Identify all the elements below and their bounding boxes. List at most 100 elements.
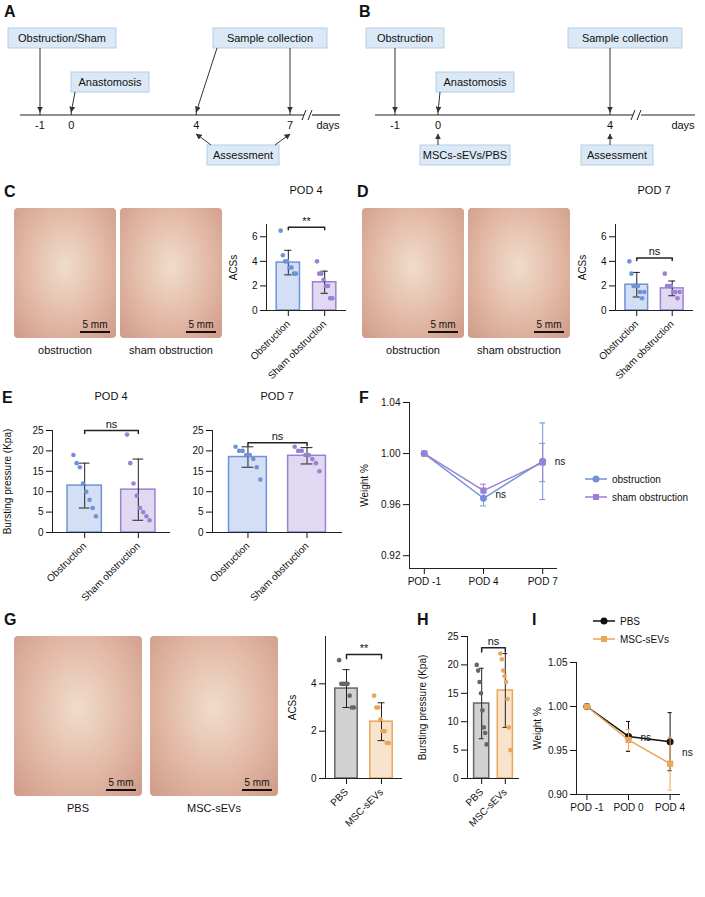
html-text:G: G [4, 611, 17, 628]
svg-text:2: 2 [601, 280, 607, 291]
svg-text:POD 7: POD 7 [528, 576, 558, 587]
svg-text:Assessment: Assessment [213, 149, 273, 161]
html-text:obstruction: obstruction [38, 344, 92, 356]
html-text:C: C [4, 183, 16, 200]
svg-text:Obstruction: Obstruction [44, 540, 88, 584]
svg-text:ns: ns [649, 245, 661, 257]
svg-text:15: 15 [32, 466, 44, 477]
svg-text:ns: ns [496, 489, 507, 500]
html-text:A: A [4, 3, 16, 20]
svg-text:POD 4: POD 4 [655, 802, 685, 813]
svg-text:-1: -1 [35, 119, 45, 131]
svg-text:0: 0 [198, 527, 204, 538]
html-text:obstruction: obstruction [386, 344, 440, 356]
html-text:B: B [359, 3, 371, 20]
svg-text:Anastomosis: Anastomosis [444, 76, 507, 88]
svg-text:20: 20 [447, 659, 459, 670]
svg-text:Weight %: Weight % [359, 464, 370, 507]
svg-text:25: 25 [447, 631, 459, 642]
svg-text:4: 4 [252, 256, 258, 267]
svg-text:Assessment: Assessment [587, 149, 647, 161]
svg-text:Sham obstruction: Sham obstruction [248, 540, 311, 603]
svg-text:0: 0 [252, 305, 258, 316]
svg-text:1.04: 1.04 [381, 397, 401, 408]
svg-text:4: 4 [193, 119, 199, 131]
svg-text:ns: ns [272, 430, 284, 442]
svg-text:7: 7 [287, 119, 293, 131]
svg-text:0.92: 0.92 [381, 550, 401, 561]
svg-text:10: 10 [447, 716, 459, 727]
svg-text:ACSs: ACSs [228, 255, 239, 281]
svg-text:1.00: 1.00 [548, 701, 568, 712]
svg-text:days: days [316, 119, 340, 131]
svg-text:0: 0 [38, 527, 44, 538]
svg-text:4: 4 [607, 119, 613, 131]
svg-text:Sham obstruction: Sham obstruction [613, 318, 676, 381]
svg-text:0: 0 [311, 773, 317, 784]
svg-text:PBS: PBS [463, 786, 486, 809]
svg-text:2: 2 [311, 725, 317, 736]
svg-text:days: days [671, 119, 695, 131]
svg-text:Obstruction: Obstruction [248, 318, 292, 363]
svg-text:20: 20 [32, 445, 44, 456]
svg-text:4: 4 [311, 678, 317, 689]
svg-text:ns: ns [641, 732, 652, 743]
svg-text:POD 4: POD 4 [468, 576, 498, 587]
svg-text:Obstruction/Sham: Obstruction/Sham [18, 32, 106, 44]
svg-text:0: 0 [435, 119, 441, 131]
svg-text:PBS: PBS [328, 786, 350, 808]
svg-text:ns: ns [555, 456, 566, 467]
svg-text:1.05: 1.05 [548, 657, 568, 668]
html-text:sham obstruction: sham obstruction [477, 344, 561, 356]
svg-text:Sham obstruction: Sham obstruction [79, 540, 142, 603]
svg-text:ns: ns [488, 635, 500, 647]
svg-text:MSC-sEVs: MSC-sEVs [343, 786, 385, 828]
svg-text:0.96: 0.96 [381, 499, 401, 510]
svg-text:6: 6 [601, 231, 607, 242]
svg-text:15: 15 [192, 466, 204, 477]
svg-text:Weight %: Weight % [532, 707, 543, 750]
svg-text:4: 4 [601, 256, 607, 267]
html-text:PBS: PBS [67, 802, 89, 814]
svg-text:10: 10 [32, 486, 44, 497]
svg-text:6: 6 [252, 231, 258, 242]
svg-text:Obstruction: Obstruction [596, 318, 641, 363]
html-text:D: D [357, 183, 369, 200]
svg-text:**: ** [302, 215, 311, 227]
svg-text:-1: -1 [390, 119, 400, 131]
svg-text:5: 5 [38, 506, 44, 517]
svg-text:1.00: 1.00 [381, 448, 401, 459]
svg-text:ACSs: ACSs [287, 695, 298, 721]
svg-text:Sample collection: Sample collection [227, 32, 313, 44]
svg-text:10: 10 [192, 486, 204, 497]
svg-text:Sham obstruction: Sham obstruction [266, 318, 329, 381]
svg-text:5: 5 [198, 506, 204, 517]
svg-text:0.95: 0.95 [548, 745, 568, 756]
svg-text:20: 20 [192, 445, 204, 456]
svg-text:ACSs: ACSs [577, 255, 588, 281]
svg-text:Obstruction: Obstruction [208, 540, 252, 584]
svg-text:0: 0 [68, 119, 74, 131]
svg-text:0: 0 [453, 773, 459, 784]
svg-text:5: 5 [453, 744, 459, 755]
svg-text:POD 0: POD 0 [613, 802, 643, 813]
svg-text:MSC-sEVs: MSC-sEVs [467, 786, 509, 828]
svg-text:Anastomosis: Anastomosis [79, 76, 142, 88]
svg-text:Bursting pressure (Kpa): Bursting pressure (Kpa) [417, 655, 428, 761]
svg-text:ns: ns [106, 418, 118, 430]
svg-text:25: 25 [192, 425, 204, 436]
svg-text:25: 25 [32, 425, 44, 436]
svg-text:15: 15 [447, 688, 459, 699]
svg-text:**: ** [360, 642, 369, 654]
svg-text:Sample collection: Sample collection [582, 32, 668, 44]
html-text:sham obstruction: sham obstruction [129, 344, 213, 356]
svg-text:Obstruction: Obstruction [377, 32, 433, 44]
svg-text:0: 0 [601, 305, 607, 316]
svg-text:2: 2 [252, 280, 258, 291]
svg-text:POD -1: POD -1 [570, 802, 604, 813]
svg-text:ns: ns [682, 747, 693, 758]
svg-text:POD -1: POD -1 [408, 576, 442, 587]
svg-text:MSCs-sEVs/PBS: MSCs-sEVs/PBS [423, 149, 507, 161]
svg-text:Bursting pressure (Kpa): Bursting pressure (Kpa) [2, 429, 13, 535]
svg-text:0.90: 0.90 [548, 789, 568, 800]
